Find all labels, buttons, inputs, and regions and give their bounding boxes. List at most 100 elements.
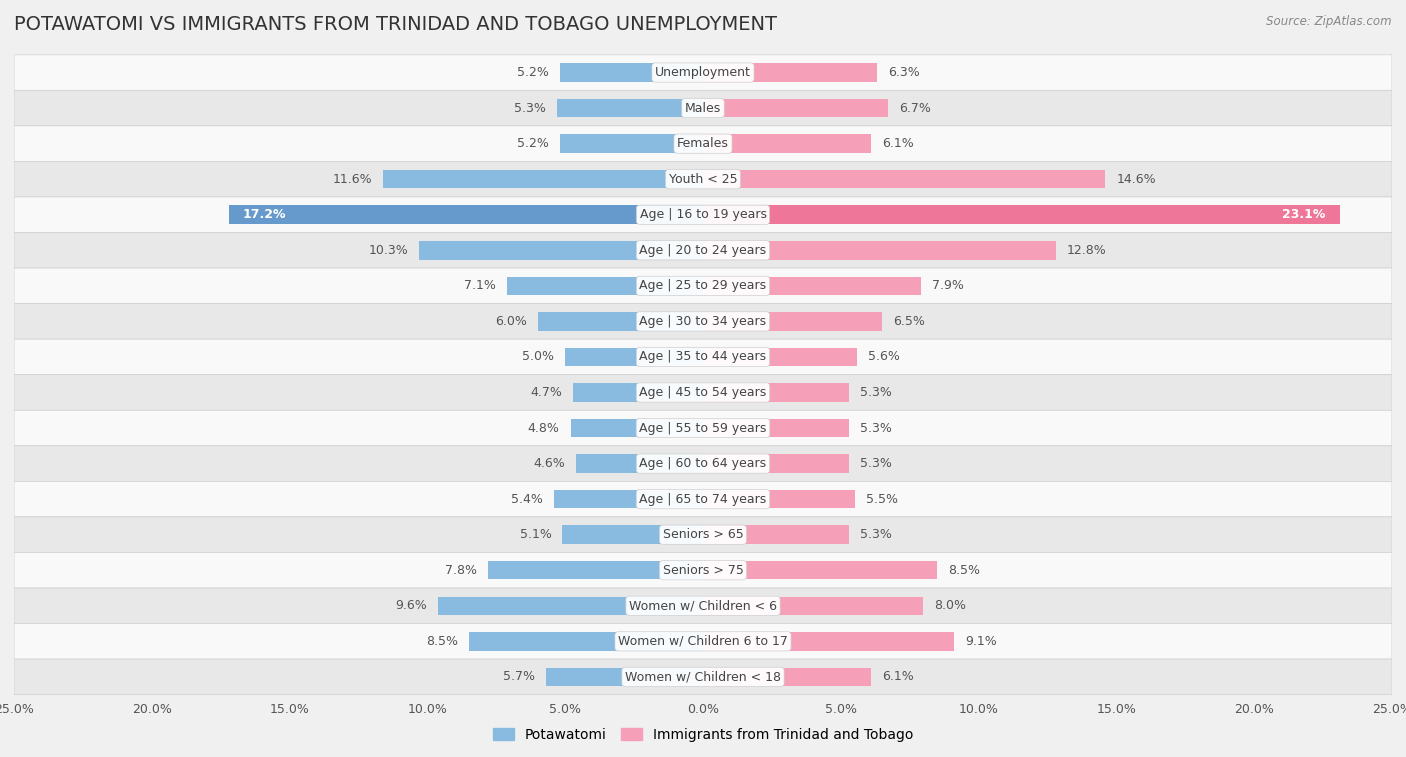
- Text: Males: Males: [685, 101, 721, 114]
- Text: Age | 20 to 24 years: Age | 20 to 24 years: [640, 244, 766, 257]
- Text: Females: Females: [678, 137, 728, 150]
- Text: 5.5%: 5.5%: [866, 493, 897, 506]
- Text: 7.8%: 7.8%: [446, 564, 477, 577]
- Text: 6.1%: 6.1%: [882, 671, 914, 684]
- Bar: [576, 454, 703, 473]
- FancyBboxPatch shape: [14, 517, 1392, 553]
- Bar: [703, 490, 855, 509]
- Bar: [546, 668, 703, 686]
- FancyBboxPatch shape: [14, 126, 1392, 161]
- Text: Women w/ Children 6 to 17: Women w/ Children 6 to 17: [619, 635, 787, 648]
- Bar: [468, 632, 703, 650]
- Bar: [419, 241, 703, 260]
- Text: 5.2%: 5.2%: [517, 137, 548, 150]
- Bar: [703, 419, 849, 438]
- Text: 8.5%: 8.5%: [948, 564, 980, 577]
- Bar: [703, 99, 887, 117]
- Bar: [703, 135, 872, 153]
- Bar: [703, 205, 1340, 224]
- Text: 5.3%: 5.3%: [860, 528, 891, 541]
- Text: Seniors > 65: Seniors > 65: [662, 528, 744, 541]
- Bar: [557, 99, 703, 117]
- Text: 8.0%: 8.0%: [935, 600, 966, 612]
- Text: 7.1%: 7.1%: [464, 279, 496, 292]
- Bar: [384, 170, 703, 188]
- Text: 17.2%: 17.2%: [243, 208, 287, 221]
- Bar: [229, 205, 703, 224]
- Bar: [703, 276, 921, 295]
- Text: 5.1%: 5.1%: [520, 528, 551, 541]
- Text: 10.3%: 10.3%: [368, 244, 408, 257]
- Bar: [574, 383, 703, 402]
- FancyBboxPatch shape: [14, 339, 1392, 375]
- Text: 5.4%: 5.4%: [512, 493, 543, 506]
- FancyBboxPatch shape: [14, 624, 1392, 659]
- Bar: [703, 383, 849, 402]
- Text: Women w/ Children < 6: Women w/ Children < 6: [628, 600, 778, 612]
- Bar: [703, 170, 1105, 188]
- FancyBboxPatch shape: [14, 375, 1392, 410]
- Bar: [560, 135, 703, 153]
- Text: 8.5%: 8.5%: [426, 635, 458, 648]
- Bar: [703, 525, 849, 544]
- Text: Source: ZipAtlas.com: Source: ZipAtlas.com: [1267, 15, 1392, 28]
- Bar: [554, 490, 703, 509]
- Bar: [703, 668, 872, 686]
- Text: 5.3%: 5.3%: [515, 101, 546, 114]
- Text: Age | 35 to 44 years: Age | 35 to 44 years: [640, 350, 766, 363]
- Text: Age | 65 to 74 years: Age | 65 to 74 years: [640, 493, 766, 506]
- Text: 6.3%: 6.3%: [887, 66, 920, 79]
- FancyBboxPatch shape: [14, 232, 1392, 268]
- Text: 23.1%: 23.1%: [1282, 208, 1326, 221]
- Bar: [488, 561, 703, 579]
- Text: Age | 45 to 54 years: Age | 45 to 54 years: [640, 386, 766, 399]
- Text: Age | 16 to 19 years: Age | 16 to 19 years: [640, 208, 766, 221]
- Bar: [560, 64, 703, 82]
- FancyBboxPatch shape: [14, 90, 1392, 126]
- Bar: [508, 276, 703, 295]
- Text: 6.5%: 6.5%: [893, 315, 925, 328]
- Text: Women w/ Children < 18: Women w/ Children < 18: [626, 671, 780, 684]
- Text: 5.3%: 5.3%: [860, 422, 891, 435]
- FancyBboxPatch shape: [14, 446, 1392, 481]
- FancyBboxPatch shape: [14, 161, 1392, 197]
- Bar: [439, 597, 703, 615]
- FancyBboxPatch shape: [14, 553, 1392, 588]
- Text: 4.6%: 4.6%: [533, 457, 565, 470]
- Text: 5.3%: 5.3%: [860, 457, 891, 470]
- Text: 4.7%: 4.7%: [530, 386, 562, 399]
- Bar: [703, 454, 849, 473]
- FancyBboxPatch shape: [14, 481, 1392, 517]
- Bar: [565, 347, 703, 366]
- Text: 6.0%: 6.0%: [495, 315, 527, 328]
- Bar: [703, 347, 858, 366]
- Bar: [703, 64, 876, 82]
- Text: 5.0%: 5.0%: [522, 350, 554, 363]
- Bar: [703, 241, 1056, 260]
- Text: 12.8%: 12.8%: [1067, 244, 1107, 257]
- Text: 5.7%: 5.7%: [503, 671, 534, 684]
- FancyBboxPatch shape: [14, 588, 1392, 624]
- Text: 5.2%: 5.2%: [517, 66, 548, 79]
- Text: 9.1%: 9.1%: [965, 635, 997, 648]
- FancyBboxPatch shape: [14, 659, 1392, 695]
- Bar: [562, 525, 703, 544]
- Text: 14.6%: 14.6%: [1116, 173, 1156, 185]
- FancyBboxPatch shape: [14, 268, 1392, 304]
- Text: 5.6%: 5.6%: [869, 350, 900, 363]
- FancyBboxPatch shape: [14, 55, 1392, 90]
- Text: 4.8%: 4.8%: [527, 422, 560, 435]
- Bar: [571, 419, 703, 438]
- Text: 11.6%: 11.6%: [333, 173, 373, 185]
- Bar: [537, 312, 703, 331]
- Text: Unemployment: Unemployment: [655, 66, 751, 79]
- FancyBboxPatch shape: [14, 304, 1392, 339]
- Text: 9.6%: 9.6%: [395, 600, 427, 612]
- Text: 7.9%: 7.9%: [932, 279, 963, 292]
- Bar: [703, 597, 924, 615]
- Text: Age | 60 to 64 years: Age | 60 to 64 years: [640, 457, 766, 470]
- Text: Age | 55 to 59 years: Age | 55 to 59 years: [640, 422, 766, 435]
- Legend: Potawatomi, Immigrants from Trinidad and Tobago: Potawatomi, Immigrants from Trinidad and…: [488, 722, 918, 747]
- Bar: [703, 632, 953, 650]
- Text: 6.1%: 6.1%: [882, 137, 914, 150]
